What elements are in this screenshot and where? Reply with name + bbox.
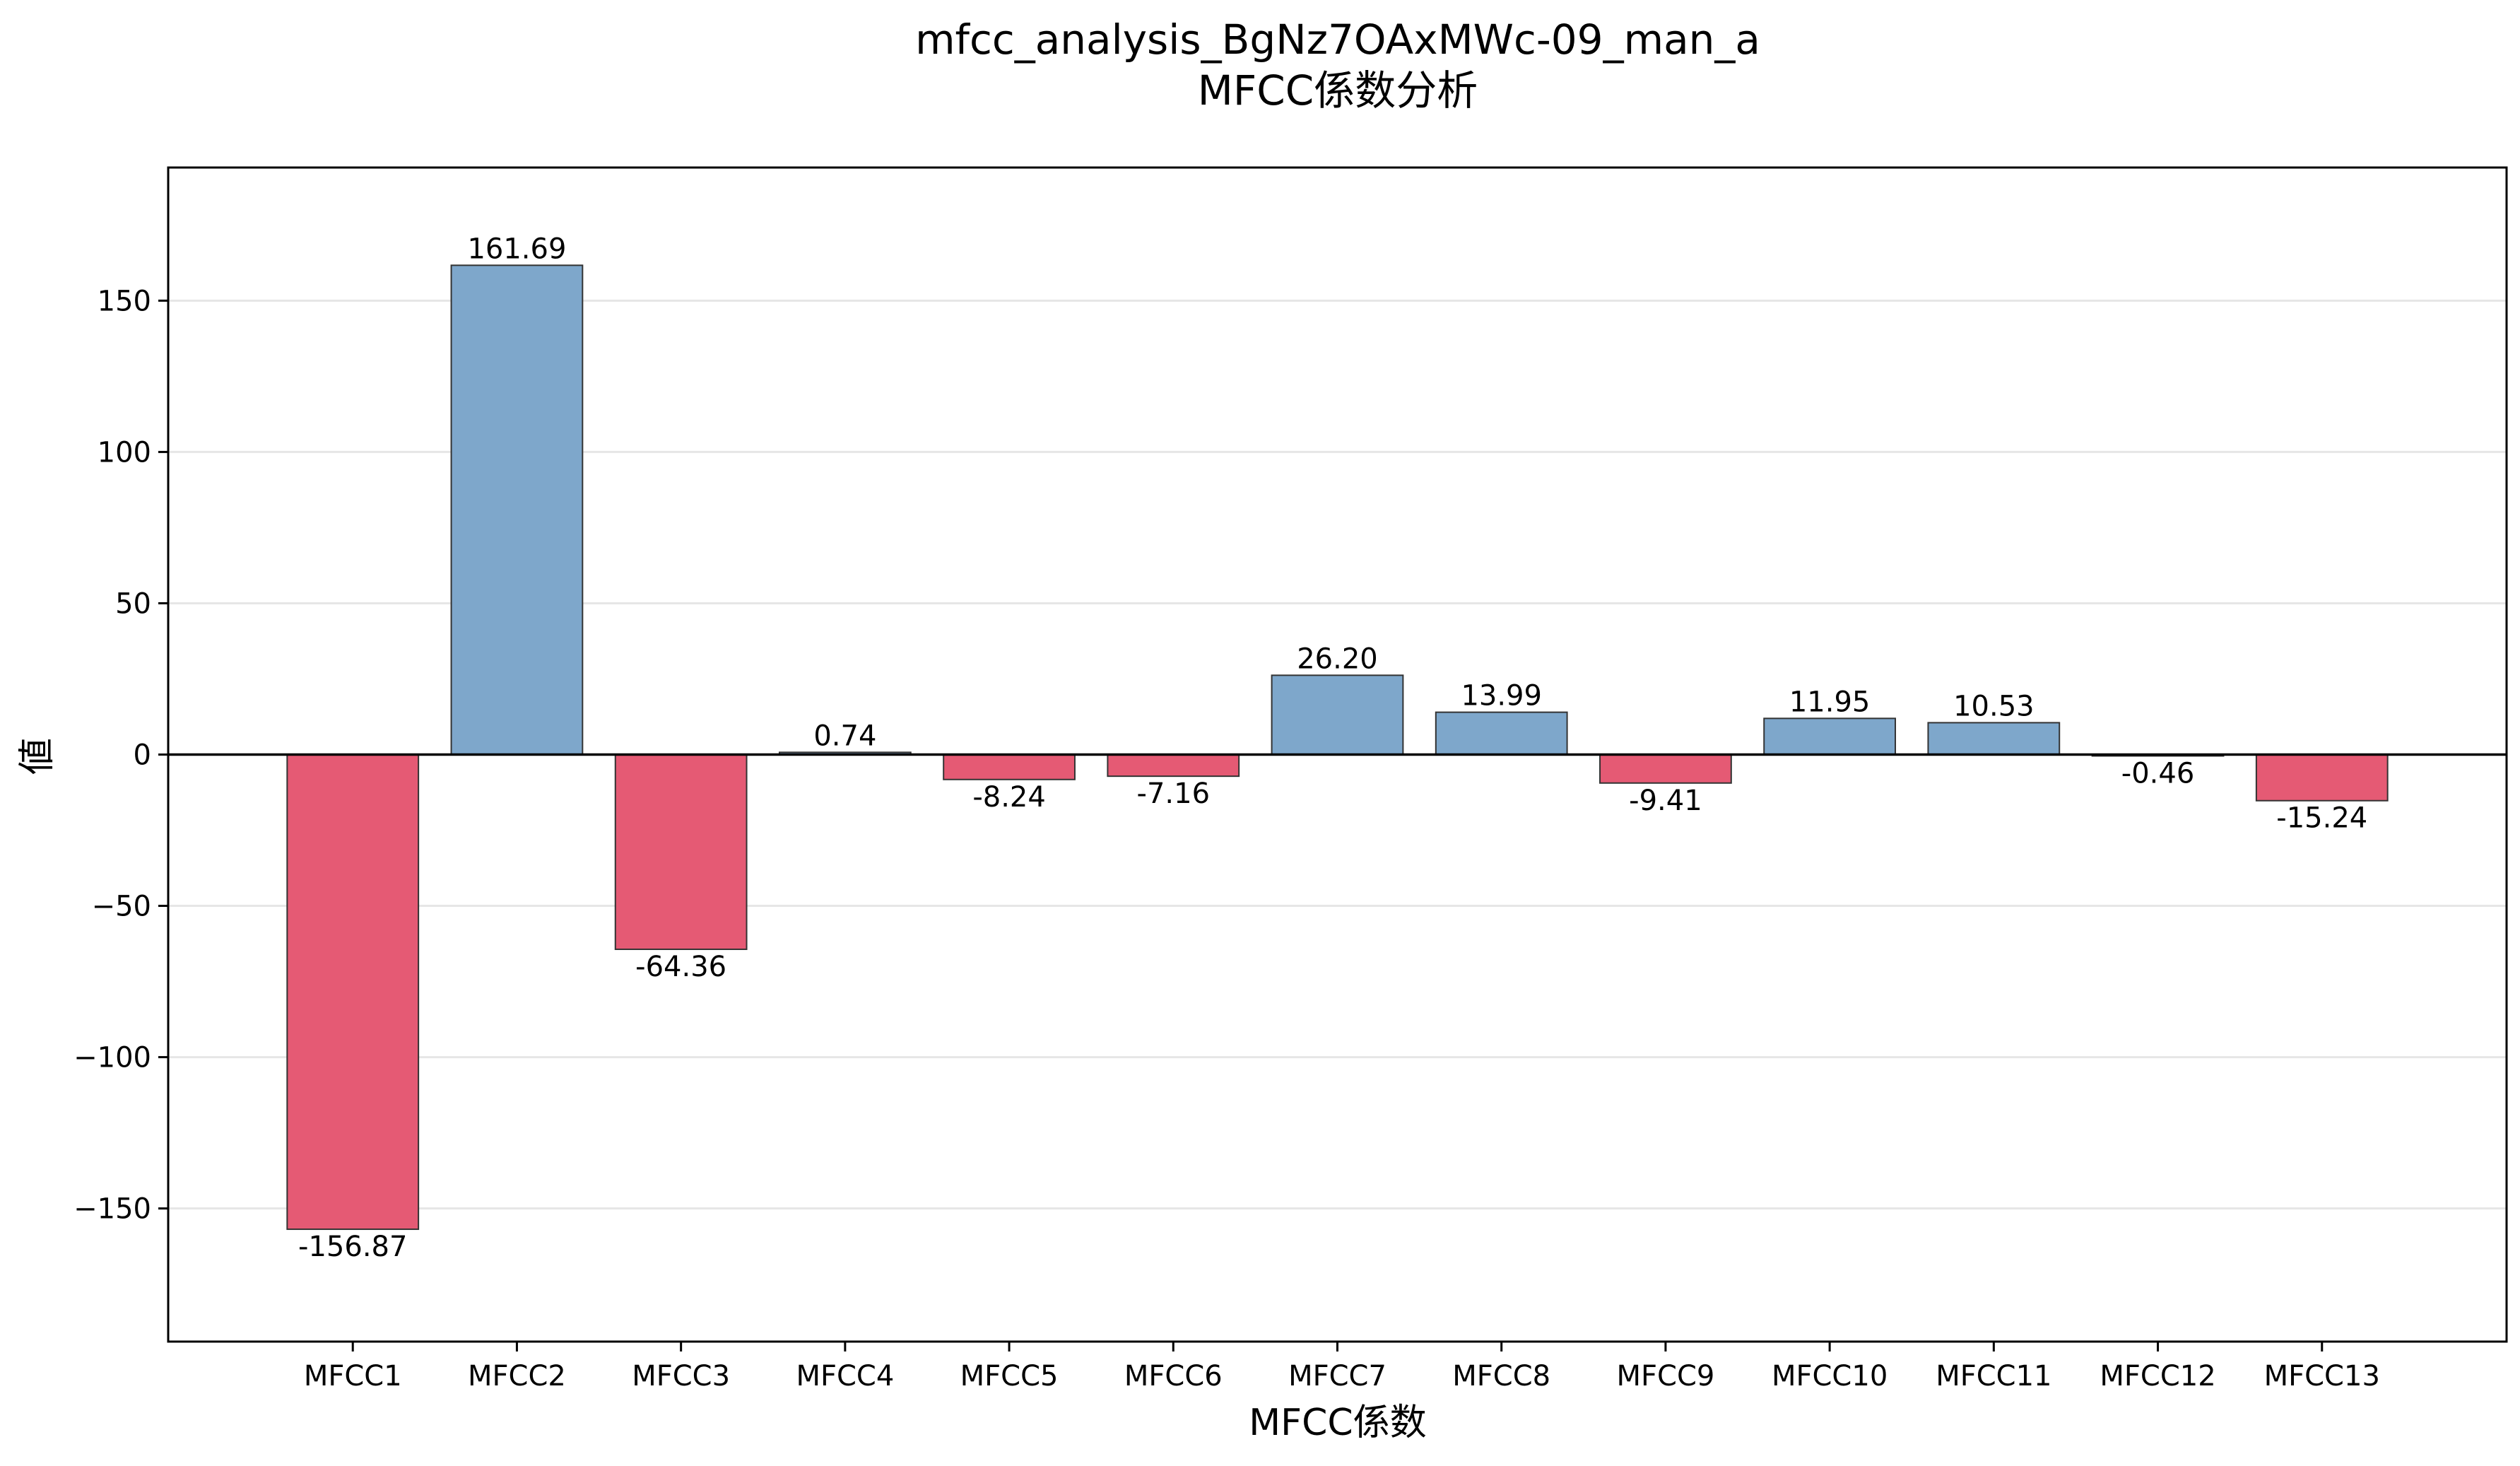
x-tick-label: MFCC9 bbox=[1617, 1360, 1715, 1392]
y-tick-label: 100 bbox=[98, 436, 151, 469]
x-tick-label: MFCC8 bbox=[1452, 1360, 1550, 1392]
data-label: 13.99 bbox=[1461, 680, 1542, 713]
bar-mfcc7 bbox=[1271, 674, 1404, 756]
data-label: -8.24 bbox=[972, 781, 1046, 814]
y-tick-label: −100 bbox=[73, 1042, 151, 1074]
data-label: 11.95 bbox=[1789, 686, 1871, 718]
x-axis-ticks: MFCC1 MFCC2 MFCC3 MFCC4 MFCC5 MFCC6 MFCC7 MFCC8… bbox=[304, 1342, 2380, 1392]
x-tick-label: MFCC2 bbox=[468, 1360, 566, 1392]
data-label: 0.74 bbox=[813, 720, 876, 752]
bar-mfcc3 bbox=[614, 753, 748, 951]
x-tick-label: MFCC12 bbox=[2100, 1360, 2215, 1392]
x-axis-label: MFCC係数 bbox=[1249, 1402, 1426, 1444]
x-tick-label: MFCC11 bbox=[1936, 1360, 2051, 1392]
bar-mfcc5 bbox=[943, 753, 1076, 780]
bar-mfcc1 bbox=[286, 753, 420, 1231]
data-label: -64.36 bbox=[635, 951, 726, 983]
data-label: -156.87 bbox=[298, 1231, 407, 1263]
data-label: 26.20 bbox=[1297, 643, 1378, 675]
data-label: -0.46 bbox=[2121, 757, 2195, 790]
bar-mfcc2 bbox=[450, 264, 584, 756]
x-tick-label: MFCC7 bbox=[1288, 1360, 1386, 1392]
chart-title: mfcc_analysis_BgNz7OAxMWc-09_man_a bbox=[915, 16, 1760, 64]
y-tick-label: −150 bbox=[73, 1193, 151, 1226]
data-label: -9.41 bbox=[1629, 785, 1702, 817]
chart-subtitle: MFCC係数分析 bbox=[1198, 66, 1478, 115]
y-tick-label: −50 bbox=[92, 891, 151, 923]
bar-mfcc8 bbox=[1435, 711, 1568, 756]
bar-mfcc13 bbox=[2255, 753, 2389, 802]
y-tick-label: 50 bbox=[115, 587, 151, 620]
data-label: -15.24 bbox=[2276, 802, 2367, 835]
x-tick-label: MFCC5 bbox=[960, 1360, 1059, 1392]
data-label: -7.16 bbox=[1137, 778, 1211, 810]
bar-mfcc10 bbox=[1763, 717, 1897, 756]
x-tick-label: MFCC10 bbox=[1772, 1360, 1888, 1392]
data-label: 161.69 bbox=[467, 233, 566, 265]
bars bbox=[286, 264, 2389, 1231]
y-tick-label: 0 bbox=[134, 739, 151, 772]
x-tick-label: MFCC1 bbox=[304, 1360, 402, 1392]
bar-mfcc6 bbox=[1107, 753, 1240, 778]
x-tick-label: MFCC13 bbox=[2264, 1360, 2380, 1392]
x-tick-label: MFCC6 bbox=[1124, 1360, 1223, 1392]
data-label: 10.53 bbox=[1953, 690, 2035, 722]
bar-mfcc9 bbox=[1599, 753, 1732, 784]
x-tick-label: MFCC4 bbox=[796, 1360, 894, 1392]
y-tick-label: 150 bbox=[98, 285, 151, 317]
bar-mfcc11 bbox=[1927, 722, 2061, 756]
data-labels: -156.87 161.69 -64.36 0.74 -8.24 -7.16 26.20 13… bbox=[298, 233, 2367, 1263]
y-axis-label: 値 bbox=[16, 738, 59, 775]
y-axis-ticks: −150 −100 −50 0 50 100 150 bbox=[73, 285, 168, 1226]
x-tick-label: MFCC3 bbox=[632, 1360, 730, 1392]
